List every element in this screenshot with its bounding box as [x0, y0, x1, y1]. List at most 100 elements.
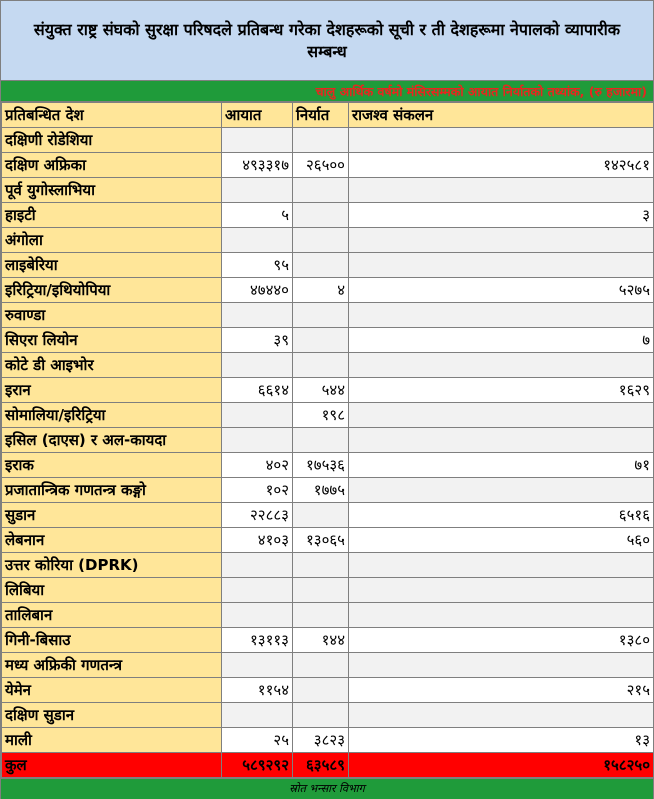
country-cell[interactable]: इराक — [1, 452, 222, 478]
country-cell[interactable]: पूर्व युगोस्लाभिया — [1, 177, 222, 203]
header-revenue[interactable]: राजश्व संकलन — [348, 102, 654, 128]
revenue-cell[interactable]: ३ — [348, 202, 654, 228]
revenue-cell[interactable]: १६२९ — [348, 377, 654, 403]
country-cell[interactable]: माली — [1, 727, 222, 753]
import-cell[interactable] — [221, 577, 293, 603]
country-cell[interactable]: प्रजातान्त्रिक गणतन्त्र कङ्गो — [1, 477, 222, 503]
export-cell[interactable] — [292, 227, 349, 253]
export-cell[interactable] — [292, 652, 349, 678]
country-cell[interactable]: रुवाण्डा — [1, 302, 222, 328]
export-cell[interactable]: १७७५ — [292, 477, 349, 503]
revenue-cell[interactable] — [348, 402, 654, 428]
country-cell[interactable]: उत्तर कोरिया (DPRK) — [1, 552, 222, 578]
export-cell[interactable]: ३८२३ — [292, 727, 349, 753]
revenue-cell[interactable] — [348, 602, 654, 628]
export-cell[interactable]: ५४४ — [292, 377, 349, 403]
import-cell[interactable] — [221, 302, 293, 328]
import-cell[interactable]: १०२ — [221, 477, 293, 503]
import-cell[interactable]: ९५ — [221, 252, 293, 278]
total-export-cell[interactable]: ६३५८९ — [292, 752, 349, 778]
revenue-cell[interactable] — [348, 227, 654, 253]
export-cell[interactable]: २६५०० — [292, 152, 349, 178]
export-cell[interactable] — [292, 502, 349, 528]
country-cell[interactable]: लाइबेरिया — [1, 252, 222, 278]
revenue-cell[interactable]: ६५१६ — [348, 502, 654, 528]
import-cell[interactable]: ४९३३१७ — [221, 152, 293, 178]
export-cell[interactable] — [292, 127, 349, 153]
import-cell[interactable] — [221, 602, 293, 628]
country-cell[interactable]: दक्षिण सुडान — [1, 702, 222, 728]
export-cell[interactable]: १३०६५ — [292, 527, 349, 553]
country-cell[interactable]: लेबनान — [1, 527, 222, 553]
revenue-cell[interactable]: १३८० — [348, 627, 654, 653]
export-cell[interactable]: ४ — [292, 277, 349, 303]
export-cell[interactable]: १४४ — [292, 627, 349, 653]
import-cell[interactable]: २५ — [221, 727, 293, 753]
revenue-cell[interactable] — [348, 427, 654, 453]
country-cell[interactable]: इरिट्रिया/इथियोपिया — [1, 277, 222, 303]
country-cell[interactable]: इरान — [1, 377, 222, 403]
import-cell[interactable]: २२८८३ — [221, 502, 293, 528]
country-cell[interactable]: इसिल (दाएस) र अल-कायदा — [1, 427, 222, 453]
import-cell[interactable]: ४७४४० — [221, 277, 293, 303]
country-cell[interactable]: सोमालिया/इरिट्रिया — [1, 402, 222, 428]
import-cell[interactable]: ११५४ — [221, 677, 293, 703]
import-cell[interactable]: ४०२ — [221, 452, 293, 478]
export-cell[interactable] — [292, 577, 349, 603]
country-cell[interactable]: अंगोला — [1, 227, 222, 253]
import-cell[interactable]: ५ — [221, 202, 293, 228]
revenue-cell[interactable] — [348, 252, 654, 278]
revenue-cell[interactable]: ५२७५ — [348, 277, 654, 303]
revenue-cell[interactable]: १३ — [348, 727, 654, 753]
import-cell[interactable] — [221, 652, 293, 678]
revenue-cell[interactable] — [348, 302, 654, 328]
export-cell[interactable] — [292, 327, 349, 353]
total-label-cell[interactable]: कुल — [1, 752, 222, 778]
header-import[interactable]: आयात — [221, 102, 293, 128]
export-cell[interactable] — [292, 702, 349, 728]
revenue-cell[interactable] — [348, 477, 654, 503]
import-cell[interactable] — [221, 702, 293, 728]
revenue-cell[interactable] — [348, 652, 654, 678]
revenue-cell[interactable]: ७१ — [348, 452, 654, 478]
revenue-cell[interactable] — [348, 577, 654, 603]
revenue-cell[interactable] — [348, 177, 654, 203]
header-export[interactable]: निर्यात — [292, 102, 349, 128]
revenue-cell[interactable]: २१५ — [348, 677, 654, 703]
import-cell[interactable]: ३९ — [221, 327, 293, 353]
import-cell[interactable] — [221, 402, 293, 428]
import-cell[interactable] — [221, 352, 293, 378]
revenue-cell[interactable] — [348, 127, 654, 153]
export-cell[interactable] — [292, 252, 349, 278]
import-cell[interactable]: १३११३ — [221, 627, 293, 653]
export-cell[interactable] — [292, 427, 349, 453]
country-cell[interactable]: दक्षिण अफ्रिका — [1, 152, 222, 178]
import-cell[interactable] — [221, 552, 293, 578]
export-cell[interactable] — [292, 352, 349, 378]
country-cell[interactable]: सुडान — [1, 502, 222, 528]
import-cell[interactable] — [221, 227, 293, 253]
revenue-cell[interactable]: १४२५८१ — [348, 152, 654, 178]
country-cell[interactable]: लिबिया — [1, 577, 222, 603]
header-country[interactable]: प्रतिबन्धित देश — [1, 102, 222, 128]
import-cell[interactable] — [221, 177, 293, 203]
country-cell[interactable]: तालिबान — [1, 602, 222, 628]
export-cell[interactable] — [292, 602, 349, 628]
revenue-cell[interactable]: ७ — [348, 327, 654, 353]
import-cell[interactable]: ६६१४ — [221, 377, 293, 403]
import-cell[interactable]: ४१०३ — [221, 527, 293, 553]
country-cell[interactable]: दक्षिणी रोडेशिया — [1, 127, 222, 153]
export-cell[interactable] — [292, 552, 349, 578]
revenue-cell[interactable]: ५६० — [348, 527, 654, 553]
revenue-cell[interactable] — [348, 352, 654, 378]
country-cell[interactable]: सिएरा लियोन — [1, 327, 222, 353]
export-cell[interactable]: १७५३६ — [292, 452, 349, 478]
export-cell[interactable] — [292, 677, 349, 703]
revenue-cell[interactable] — [348, 702, 654, 728]
import-cell[interactable] — [221, 427, 293, 453]
revenue-cell[interactable] — [348, 552, 654, 578]
import-cell[interactable] — [221, 127, 293, 153]
country-cell[interactable]: हाइटी — [1, 202, 222, 228]
export-cell[interactable] — [292, 302, 349, 328]
export-cell[interactable]: १९८ — [292, 402, 349, 428]
